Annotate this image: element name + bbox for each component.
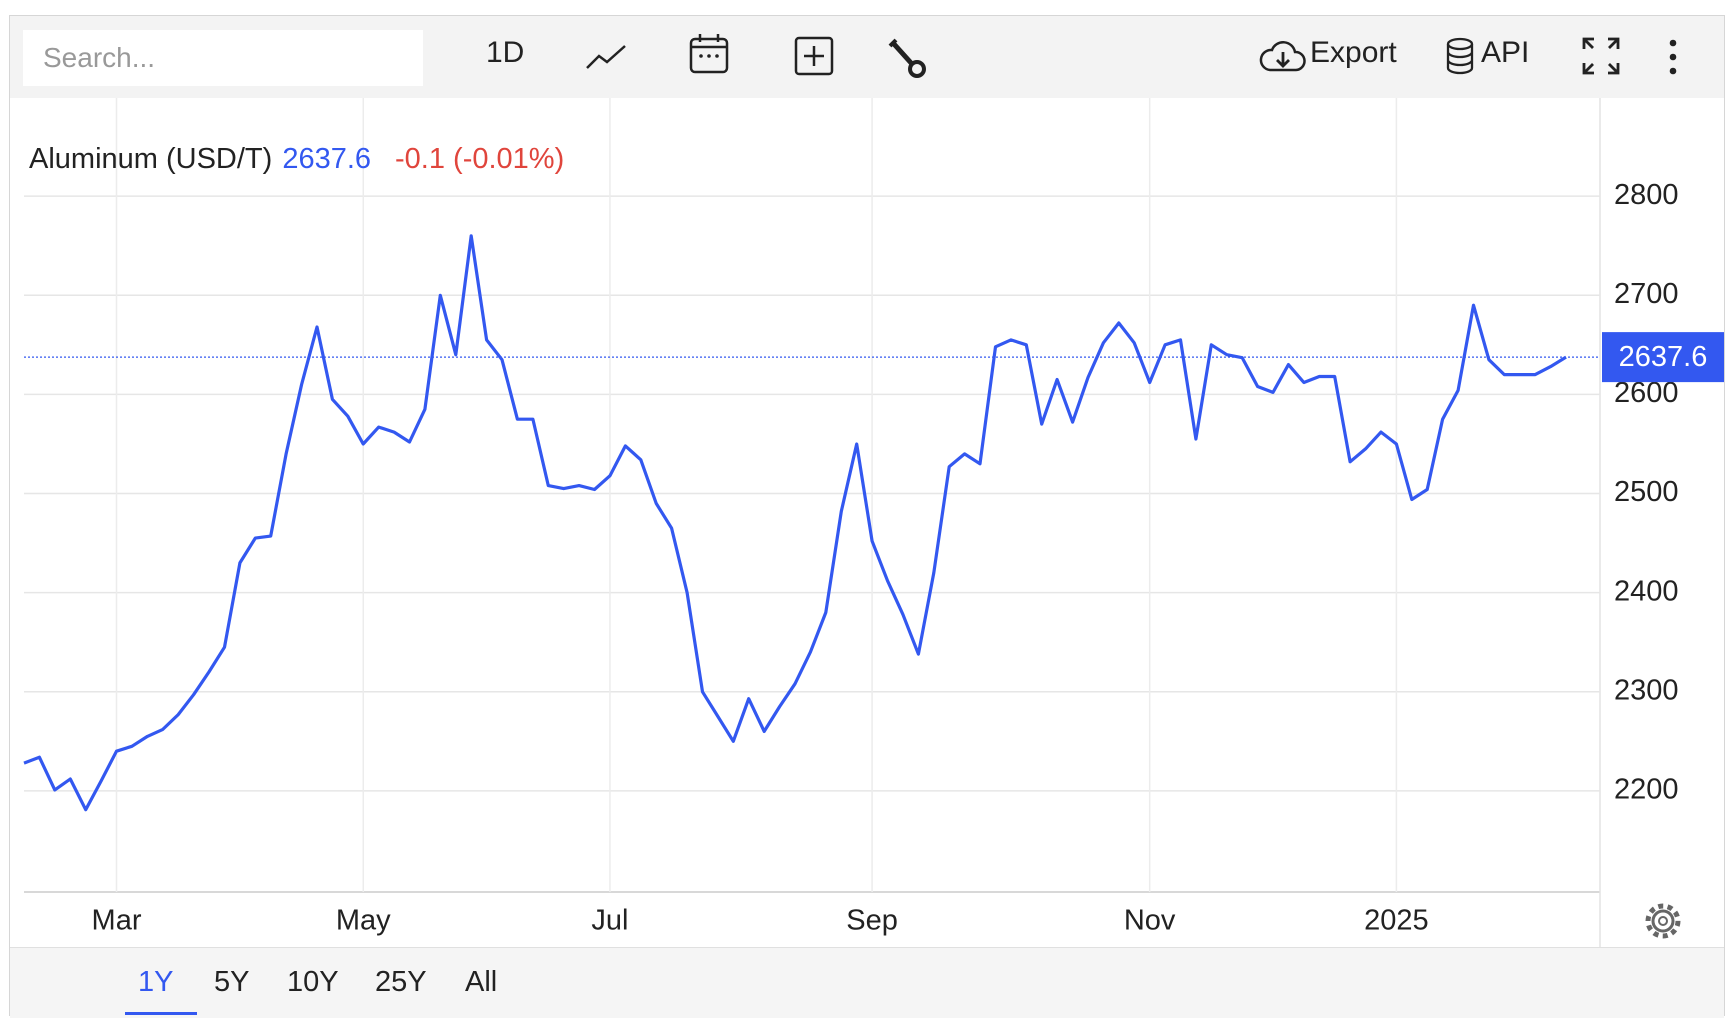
- legend-name: Aluminum (USD/T): [29, 143, 272, 175]
- api-button[interactable]: API: [1481, 36, 1530, 69]
- legend: Aluminum (USD/T) 2637.6 -0.1 (-0.01%): [29, 143, 564, 175]
- x-tick-label: Nov: [1124, 905, 1176, 937]
- active-range-underline: [125, 1012, 197, 1015]
- y-tick-label: 2400: [1614, 575, 1679, 607]
- menu-icon[interactable]: [1665, 38, 1681, 78]
- range-button[interactable]: 1Y: [138, 966, 174, 998]
- fullscreen-icon[interactable]: [1581, 36, 1621, 76]
- interval-button[interactable]: 1D: [486, 36, 525, 69]
- range-bar: 1Y 5Y 10Y 25Y All: [10, 947, 1724, 1018]
- x-tick-label: Sep: [846, 905, 898, 937]
- y-tick-label: 2500: [1614, 476, 1679, 508]
- legend-value: 2637.6: [282, 143, 371, 175]
- x-tick-label: Jul: [591, 905, 628, 937]
- chart-widget: 1D Export API 1Y 5Y 10Y 25Y All: [9, 15, 1725, 1018]
- export-icon[interactable]: [1258, 38, 1306, 74]
- settings-icon[interactable]: [1645, 903, 1681, 939]
- range-button[interactable]: 25Y: [375, 966, 427, 998]
- x-tick-label: 2025: [1364, 905, 1429, 937]
- last-value-label: 2637.6: [1619, 341, 1708, 373]
- legend-change: -0.1 (-0.01%): [395, 143, 564, 175]
- range-button[interactable]: 10Y: [287, 966, 339, 998]
- api-icon[interactable]: [1444, 36, 1476, 76]
- calendar-icon[interactable]: [688, 32, 730, 76]
- plot: 2637.6: [23, 234, 1724, 812]
- y-tick-label: 2700: [1614, 278, 1679, 310]
- toolbar: 1D Export API: [10, 16, 1724, 98]
- compare-icon[interactable]: [793, 35, 835, 77]
- export-button[interactable]: Export: [1310, 36, 1397, 69]
- x-tick-label: Mar: [92, 905, 142, 937]
- chart-type-icon[interactable]: [585, 42, 629, 72]
- price-line: [23, 234, 1567, 812]
- grid: 2200 2300 2400 2500 2600 2700 2800 Mar May Jul Sep…: [24, 98, 1679, 947]
- y-tick-label: 2300: [1614, 674, 1679, 706]
- y-tick-label: 2800: [1614, 179, 1679, 211]
- range-button[interactable]: 5Y: [214, 966, 250, 998]
- last-value-badge: [1602, 332, 1724, 383]
- tools-icon[interactable]: [888, 38, 928, 80]
- range-button[interactable]: All: [465, 966, 498, 998]
- x-tick-label: May: [336, 905, 391, 937]
- search-input[interactable]: [23, 30, 423, 86]
- y-tick-label: 2200: [1614, 774, 1679, 806]
- y-tick-label: 2600: [1614, 377, 1679, 409]
